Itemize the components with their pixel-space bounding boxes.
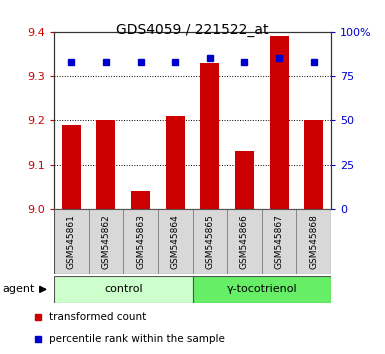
Bar	[262, 209, 296, 274]
Text: GSM545861: GSM545861	[67, 214, 76, 269]
Text: GSM545866: GSM545866	[240, 214, 249, 269]
Bar	[96, 120, 116, 209]
Text: transformed count: transformed count	[49, 312, 147, 322]
Bar	[304, 120, 323, 209]
Bar	[54, 209, 89, 274]
Bar	[235, 151, 254, 209]
Bar	[54, 276, 192, 303]
Bar	[200, 63, 219, 209]
Text: GSM545862: GSM545862	[101, 214, 110, 269]
Text: GSM545864: GSM545864	[171, 214, 180, 269]
Text: γ-tocotrienol: γ-tocotrienol	[226, 284, 297, 295]
Bar	[62, 125, 81, 209]
Bar	[166, 116, 185, 209]
Text: GSM545867: GSM545867	[275, 214, 284, 269]
Text: control: control	[104, 284, 142, 295]
Text: GSM545863: GSM545863	[136, 214, 145, 269]
Bar	[158, 209, 192, 274]
Text: GSM545868: GSM545868	[309, 214, 318, 269]
Bar	[192, 276, 331, 303]
Bar	[227, 209, 262, 274]
Text: GDS4059 / 221522_at: GDS4059 / 221522_at	[116, 23, 269, 37]
Text: percentile rank within the sample: percentile rank within the sample	[49, 335, 225, 344]
Bar	[192, 209, 227, 274]
Bar	[296, 209, 331, 274]
Text: agent: agent	[2, 284, 34, 295]
Bar	[89, 209, 123, 274]
Text: GSM545865: GSM545865	[205, 214, 214, 269]
Bar	[270, 36, 289, 209]
Bar	[131, 191, 150, 209]
Bar	[123, 209, 158, 274]
